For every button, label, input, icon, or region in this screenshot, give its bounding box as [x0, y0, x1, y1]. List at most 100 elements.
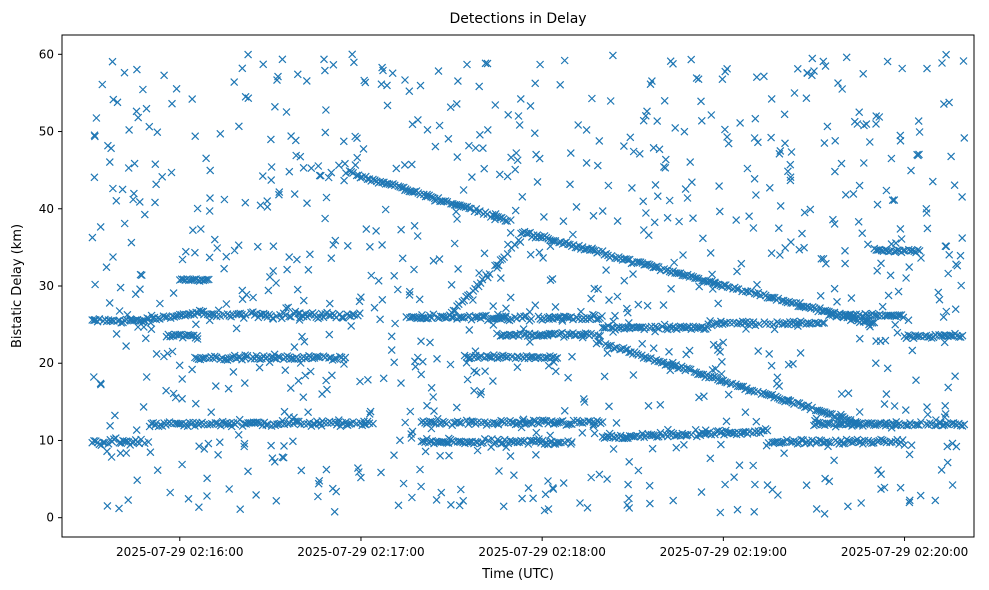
- detection-marker: [446, 103, 455, 112]
- detection-marker: [291, 136, 300, 145]
- detection-marker: [441, 197, 450, 205]
- detection-marker: [891, 239, 900, 248]
- detection-marker: [551, 302, 560, 311]
- detection-marker: [321, 214, 330, 223]
- detection-marker: [958, 192, 967, 201]
- detection-marker: [453, 77, 462, 86]
- detection-marker: [722, 318, 731, 327]
- detection-marker: [471, 144, 480, 152]
- detection-marker: [609, 317, 618, 326]
- detection-marker: [556, 80, 565, 89]
- detection-marker: [155, 299, 164, 308]
- detection-marker: [152, 419, 161, 428]
- detection-marker: [546, 242, 555, 251]
- detection-marker: [759, 72, 768, 81]
- detection-marker: [281, 366, 290, 375]
- detection-marker: [417, 337, 425, 346]
- detection-marker: [855, 334, 864, 343]
- detection-marker: [864, 418, 873, 427]
- detection-marker: [477, 387, 486, 396]
- detection-marker: [497, 416, 506, 425]
- detection-marker: [481, 59, 490, 68]
- detection-marker: [711, 279, 720, 288]
- detection-marker: [95, 440, 104, 449]
- detection-marker: [264, 286, 273, 295]
- detection-marker: [280, 441, 288, 450]
- detection-marker: [800, 243, 809, 252]
- detection-marker: [416, 190, 425, 199]
- detection-marker: [353, 134, 361, 143]
- detection-marker: [905, 450, 914, 459]
- detection-marker: [767, 293, 776, 302]
- detection-marker: [401, 76, 409, 84]
- detection-marker: [622, 304, 631, 313]
- detection-marker: [896, 224, 905, 233]
- x-tick-label: 2025-07-29 02:16:00: [116, 545, 243, 559]
- detection-marker: [603, 349, 612, 358]
- detection-marker: [877, 470, 886, 479]
- detection-marker: [892, 417, 901, 426]
- detection-marker: [751, 191, 760, 199]
- detection-marker: [139, 323, 148, 331]
- detection-marker: [353, 153, 362, 162]
- detection-marker: [506, 228, 515, 237]
- detection-marker: [960, 133, 969, 142]
- detection-marker: [821, 474, 830, 483]
- detection-marker: [330, 507, 339, 516]
- detection-marker: [151, 198, 159, 207]
- detection-marker: [724, 139, 733, 148]
- detection-marker: [945, 98, 954, 107]
- detection-marker: [594, 331, 603, 340]
- detection-marker: [130, 159, 139, 168]
- detection-marker: [447, 280, 456, 289]
- detection-marker: [865, 138, 874, 146]
- detection-marker: [273, 76, 281, 85]
- detection-marker: [541, 490, 550, 499]
- detection-marker: [560, 56, 569, 65]
- detection-marker: [893, 328, 902, 337]
- detection-marker: [193, 335, 202, 343]
- detection-marker: [452, 99, 461, 108]
- detection-marker: [241, 198, 250, 207]
- detection-marker: [867, 439, 876, 448]
- detection-marker: [483, 316, 492, 325]
- detection-marker: [773, 373, 782, 382]
- detection-marker: [754, 347, 763, 356]
- detection-marker: [203, 474, 212, 483]
- detection-marker: [206, 420, 214, 429]
- detection-marker: [431, 142, 440, 151]
- detection-marker: [122, 449, 131, 457]
- detection-marker: [495, 467, 503, 475]
- detection-marker: [770, 325, 779, 334]
- detection-marker: [923, 410, 932, 419]
- detection-marker: [951, 305, 960, 314]
- detection-marker: [567, 440, 575, 448]
- detection-marker: [142, 104, 151, 113]
- detection-marker: [679, 251, 687, 259]
- detection-marker: [643, 107, 651, 116]
- detection-marker: [802, 94, 811, 103]
- detection-marker: [831, 136, 840, 145]
- detection-marker: [494, 420, 503, 429]
- detection-marker: [88, 316, 97, 324]
- detection-marker: [379, 374, 388, 383]
- detection-marker: [750, 134, 759, 142]
- detection-marker: [158, 172, 167, 181]
- detection-marker: [719, 338, 728, 347]
- detection-marker: [255, 363, 264, 372]
- detection-marker: [735, 382, 744, 391]
- detection-marker: [209, 309, 217, 318]
- detection-marker: [779, 438, 788, 447]
- detection-marker: [434, 67, 443, 76]
- detection-marker: [629, 371, 638, 379]
- detection-marker: [168, 347, 177, 356]
- detection-marker: [166, 488, 175, 497]
- detection-marker: [378, 295, 387, 304]
- detection-marker: [317, 421, 326, 430]
- detection-marker: [905, 498, 914, 507]
- detection-marker: [379, 66, 387, 75]
- detection-marker: [722, 417, 731, 426]
- detection-marker: [439, 417, 448, 426]
- detection-marker: [321, 106, 330, 114]
